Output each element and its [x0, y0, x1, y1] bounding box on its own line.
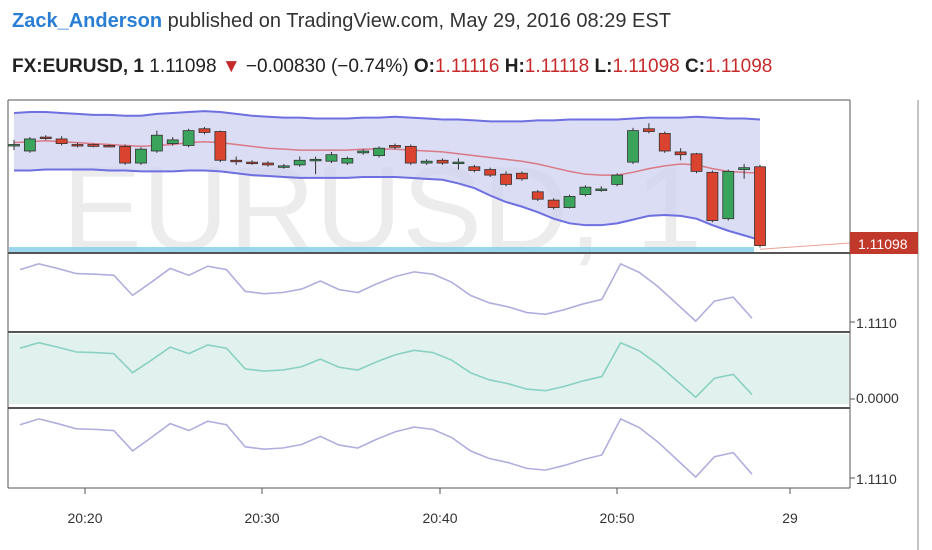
candle-body: [135, 148, 147, 164]
candle-body: [563, 196, 576, 208]
candle-body: [468, 166, 481, 171]
price-tag-value: 1.11098: [858, 236, 908, 252]
candle-body: [722, 171, 735, 220]
close-value: 1.11098: [705, 56, 773, 77]
moving-average-line: [13, 140, 761, 176]
candle-body: [357, 150, 370, 154]
candle-body: [658, 132, 671, 152]
candle-body: [39, 136, 52, 139]
indicator-pane-2[interactable]: [9, 334, 849, 404]
candle-body: [373, 147, 385, 157]
candle-body: [642, 128, 655, 132]
candle-body: [230, 159, 243, 163]
candle-body: [754, 166, 766, 246]
candle-body: [531, 191, 544, 200]
chart-header: Zack_Anderson published on TradingView.c…: [0, 0, 932, 92]
pane2-scale-label: 0.0000: [856, 390, 899, 406]
close-label: C:: [685, 56, 706, 77]
candle-body: [579, 186, 592, 195]
low-label: L:: [594, 56, 613, 77]
time-tick-label: 20:30: [244, 510, 279, 526]
candle-body: [389, 145, 401, 148]
candle-body: [738, 167, 751, 170]
pane1-scale-label: 1.1110: [856, 315, 897, 331]
indicator-line: [19, 341, 753, 399]
last-price: 1.11098: [149, 56, 217, 77]
symbol-label[interactable]: FX:EURUSD, 1: [12, 56, 144, 77]
upper-band-line: [13, 110, 761, 123]
candle-body: [262, 162, 274, 166]
open-label: O:: [413, 56, 435, 77]
candle-body: [484, 169, 497, 176]
candle-body: [119, 145, 132, 164]
high-label: H:: [504, 56, 525, 77]
low-value: 1.11098: [612, 56, 680, 77]
down-arrow-icon: ▼: [221, 56, 241, 77]
candle-body: [436, 159, 449, 164]
candle-body: [706, 171, 719, 221]
candle-body: [627, 130, 639, 163]
high-value: 1.11118: [524, 56, 590, 77]
candle-body: [23, 138, 36, 152]
candle-body: [182, 130, 195, 146]
price-change: −0.00830 (−0.74%): [245, 56, 409, 77]
candle-body: [690, 153, 703, 172]
candle-body: [309, 158, 322, 162]
indicator-pane-3[interactable]: [19, 417, 753, 479]
quote-line: FX:EURUSD, 1 1.11098 ▼ −0.00830 (−0.74%)…: [12, 56, 772, 78]
candle-body: [103, 145, 116, 148]
candle-body: [452, 161, 465, 165]
time-tick-label: 29: [782, 510, 798, 526]
candle-body: [8, 144, 20, 147]
candle-body: [246, 161, 258, 165]
candle-body: [595, 188, 608, 191]
candle-body: [420, 160, 433, 164]
candle-body: [71, 144, 84, 147]
indicator-pane-1[interactable]: [19, 262, 753, 323]
candle-body: [293, 159, 306, 166]
candle-body: [214, 131, 227, 161]
time-tick-label: 20:50: [599, 510, 634, 526]
candle-body: [547, 199, 560, 208]
candle-body: [55, 138, 68, 144]
candle-body: [166, 139, 179, 144]
volume-strip: [9, 247, 754, 252]
candle-body: [87, 144, 100, 147]
time-axis[interactable]: 20:20 20:30 20:40 20:50 29: [67, 321, 855, 526]
indicator-line: [19, 262, 753, 323]
candle-body: [150, 134, 163, 152]
candle-body: [277, 165, 290, 168]
chart-area[interactable]: EURUSD, 1 1.11098 1.1110 0.0000 1.1110 2…: [0, 92, 932, 550]
lower-band-line: [14, 168, 761, 241]
candle-body: [198, 128, 211, 133]
author-link[interactable]: Zack_Anderson: [12, 10, 163, 32]
price-tag: [850, 232, 918, 254]
indicator-line: [19, 417, 753, 479]
candle-body: [404, 145, 417, 164]
candle-body: [674, 151, 687, 156]
candle-body: [611, 174, 624, 185]
candle-body: [516, 172, 528, 180]
last-price-line: [759, 242, 851, 250]
price-pane[interactable]: [8, 110, 851, 252]
candle-body: [341, 158, 354, 164]
open-value: 1.11116: [434, 56, 500, 77]
candle-body: [325, 154, 338, 162]
publish-line: Zack_Anderson published on TradingView.c…: [12, 10, 671, 33]
candle-body: [500, 173, 512, 185]
time-tick-label: 20:20: [67, 510, 102, 526]
oscillator-background: [9, 334, 849, 404]
published-text: published on TradingView.com, May 29, 20…: [167, 10, 671, 32]
pane3-scale-label: 1.1110: [856, 471, 897, 487]
time-tick-label: 20:40: [422, 510, 457, 526]
